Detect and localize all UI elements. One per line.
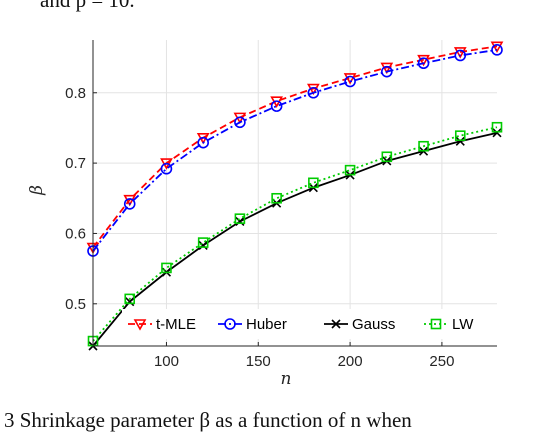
- data-point: [234, 213, 246, 224]
- data-point: [455, 136, 465, 146]
- series-line: [92, 126, 498, 342]
- x-tick-label: 200: [338, 353, 363, 370]
- legend-item: Gauss: [324, 316, 395, 333]
- data-point: [344, 75, 356, 88]
- series-huber: [87, 44, 503, 257]
- x-axis-label: n: [281, 369, 292, 389]
- data-point: [454, 49, 467, 62]
- data-point: [491, 121, 503, 133]
- series-line: [92, 45, 498, 249]
- series-line: [92, 131, 498, 347]
- data-point: [124, 293, 136, 305]
- y-tick-label: 0.8: [65, 85, 86, 102]
- data-point: [454, 130, 466, 141]
- legend: t-MLE Huber Gauss LW: [122, 309, 488, 339]
- data-point: [491, 44, 503, 56]
- y-tick-label: 0.5: [65, 296, 86, 313]
- data-point: [344, 164, 356, 176]
- top-text-fragment: and p = 10.: [40, 0, 135, 12]
- data-point: [271, 192, 282, 204]
- data-point: [160, 162, 173, 175]
- caption-fragment: 3 Shrinkage parameter β as a function of…: [4, 408, 412, 432]
- plot-area: [86, 41, 504, 351]
- x-tick-label: 150: [246, 353, 271, 370]
- data-point: [343, 73, 357, 85]
- legend-marker: [430, 318, 442, 330]
- legend-item: LW: [424, 316, 474, 333]
- y-axis-label: β: [27, 185, 47, 196]
- data-point: [197, 237, 209, 248]
- y-tick-label: 0.7: [65, 155, 86, 172]
- data-point: [234, 116, 246, 129]
- data-point: [235, 216, 245, 227]
- data-point: [492, 128, 502, 138]
- legend-label: LW: [452, 316, 474, 333]
- legend-item: Huber: [218, 316, 287, 333]
- x-tick-label: 250: [429, 353, 454, 370]
- data-point: [161, 262, 172, 274]
- legend-item: t-MLE: [128, 316, 196, 333]
- data-point: [418, 140, 429, 152]
- data-point: [381, 151, 393, 163]
- data-point: [490, 41, 504, 53]
- data-point: [417, 54, 430, 67]
- data-point: [198, 240, 208, 250]
- data-point: [453, 47, 467, 59]
- data-point: [123, 198, 136, 210]
- axes: 100 150 200 250 0.5 0.6 0.7 0.8: [65, 40, 497, 370]
- legend-label: Gauss: [352, 316, 395, 333]
- series-line: [92, 48, 498, 252]
- data-point: [307, 86, 320, 99]
- legend-marker: [224, 318, 236, 330]
- data-point: [381, 65, 393, 78]
- y-tick-label: 0.6: [65, 225, 86, 242]
- legend-marker: [133, 319, 147, 331]
- data-point: [270, 100, 283, 112]
- data-point: [197, 136, 209, 149]
- x-tick-label: 100: [154, 353, 179, 370]
- data-point: [417, 57, 430, 70]
- grid: [93, 40, 497, 346]
- legend-label: t-MLE: [156, 316, 196, 333]
- legend-label: Huber: [246, 316, 287, 333]
- data-point: [308, 177, 319, 189]
- legend-box: [122, 309, 488, 339]
- series-lw: [87, 121, 503, 347]
- data-point: [125, 297, 135, 307]
- legend-marker: [331, 319, 341, 329]
